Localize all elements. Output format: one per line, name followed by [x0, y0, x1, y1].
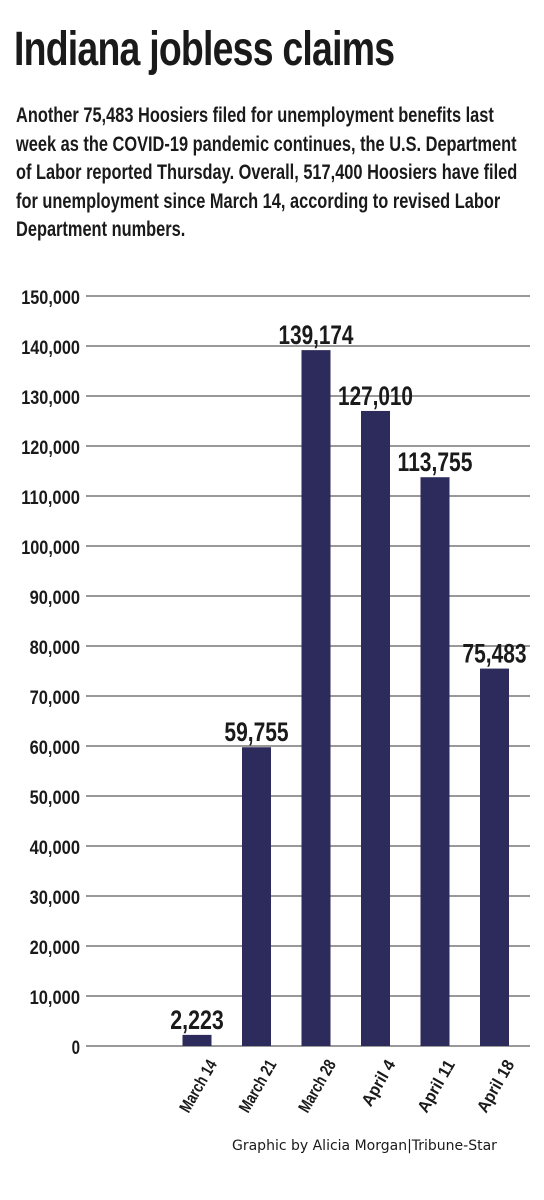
y-axis-ticks: 0 10,000 20,000 30,000 40,000 50,000 60,000 70,…: [21, 288, 80, 1059]
y-tick-label: 0: [72, 1038, 80, 1059]
x-tick-label: April 11: [414, 1057, 459, 1116]
bar-value-label: 75,483: [462, 639, 526, 669]
y-tick-label: 150,000: [21, 288, 80, 309]
bar-value-label: 139,174: [279, 320, 354, 350]
y-tick-label: 70,000: [30, 688, 80, 709]
y-tick-label: 80,000: [30, 638, 80, 659]
y-tick-label: 50,000: [30, 788, 80, 809]
bar: [480, 668, 509, 1046]
y-tick-label: 60,000: [30, 738, 80, 759]
y-tick-label: 40,000: [30, 838, 80, 859]
x-tick-label: March 14: [176, 1056, 221, 1116]
bar-value-label: 127,010: [338, 381, 413, 411]
bar: [420, 477, 450, 1047]
chart-title: Indiana jobless claims: [14, 23, 395, 76]
graphic-credit: Graphic by Alicia Morgan|Tribune-Star: [232, 1138, 497, 1154]
y-tick-label: 20,000: [30, 938, 80, 959]
chart-description: Another 75,483 Hoosiers filed for unempl…: [16, 104, 518, 241]
x-tick-label: April 18: [473, 1057, 518, 1116]
value-labels: 2,223 59,755 139,174 127,010 113,755 75,483: [170, 320, 526, 1035]
y-tick-label: 100,000: [21, 538, 80, 559]
bar: [182, 1034, 212, 1046]
bar-value-label: 2,223: [170, 1005, 224, 1035]
y-tick-label: 140,000: [21, 338, 80, 359]
y-tick-label: 110,000: [21, 488, 80, 509]
y-tick-label: 90,000: [30, 588, 80, 609]
y-tick-label: 10,000: [30, 988, 80, 1009]
x-tick-label: March 21: [235, 1057, 280, 1116]
x-tick-label: March 28: [295, 1057, 340, 1116]
y-tick-label: 30,000: [30, 888, 80, 909]
x-axis-ticks: March 14 March 21 March 28 April 4 April 11 A…: [176, 1056, 519, 1116]
x-tick-label: April 4: [358, 1056, 400, 1110]
bar: [301, 350, 331, 1046]
y-tick-label: 130,000: [21, 388, 80, 409]
bar: [361, 410, 390, 1046]
y-tick-label: 120,000: [21, 438, 80, 459]
bar: [242, 747, 271, 1046]
bar-value-label: 59,755: [224, 717, 288, 747]
bars: [182, 350, 509, 1047]
bar-value-label: 113,755: [398, 447, 473, 477]
